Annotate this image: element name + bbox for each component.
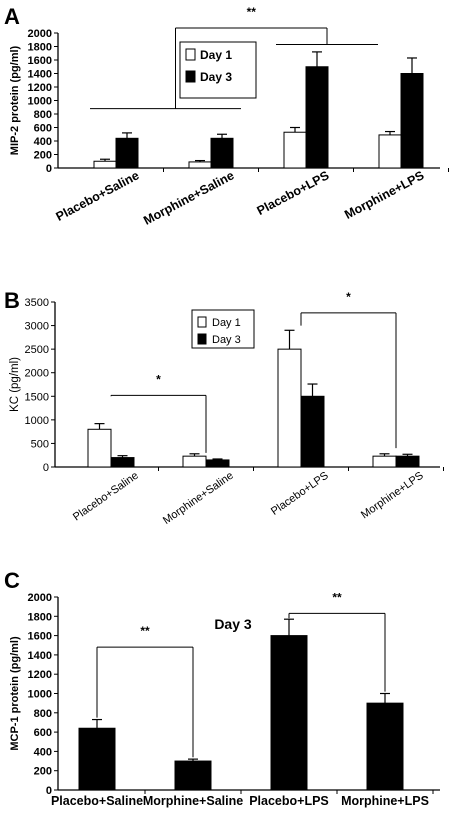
bar-day-3 xyxy=(400,73,424,169)
chart-title: Day 3 xyxy=(214,616,252,632)
bar-day-1 xyxy=(283,131,307,169)
category-label: Placebo+LPS xyxy=(249,794,329,808)
bar-day-3 xyxy=(395,455,420,468)
y-tick-label: 800 xyxy=(34,109,52,121)
bar-day-3 xyxy=(115,137,139,169)
category-label: Morphine+LPS xyxy=(341,794,429,808)
category-label: Placebo+Saline xyxy=(54,168,142,224)
significance-label: ** xyxy=(332,590,342,604)
bar-day-1 xyxy=(182,455,207,468)
category-label: Morphine+Saline xyxy=(161,470,236,527)
bar-day-1 xyxy=(188,161,212,169)
y-tick-label: 2500 xyxy=(25,344,49,356)
legend-swatch xyxy=(197,333,207,345)
y-tick-label: 0 xyxy=(43,462,49,474)
legend-label: Day 1 xyxy=(212,317,241,329)
significance-label: ** xyxy=(140,624,150,638)
y-tick-label: 2000 xyxy=(28,592,52,604)
bar-day-3 xyxy=(305,66,329,169)
category-label: Morphine+Saline xyxy=(141,168,236,228)
category-label: Morphine+LPS xyxy=(359,470,426,522)
y-tick-label: 200 xyxy=(34,150,52,162)
bar-day-1 xyxy=(93,160,117,169)
bar-day-3 xyxy=(205,459,230,468)
bar-day-3 xyxy=(110,457,135,468)
y-tick-label: 1800 xyxy=(28,611,52,623)
bar-day-1 xyxy=(378,134,402,169)
y-tick-label: 800 xyxy=(34,708,52,720)
bar-day-1 xyxy=(87,428,112,468)
panel-letter: B xyxy=(4,288,20,313)
y-tick-label: 0 xyxy=(46,785,52,797)
y-tick-label: 3000 xyxy=(25,321,49,333)
y-tick-label: 1000 xyxy=(25,415,49,427)
legend-swatch xyxy=(197,316,207,328)
category-label: Morphine+Saline xyxy=(143,794,243,808)
category-label: Morphine+LPS xyxy=(342,168,426,222)
category-label: Placebo+Saline xyxy=(51,794,143,808)
bar-day-3 xyxy=(270,635,308,791)
y-tick-label: 400 xyxy=(34,746,52,758)
significance-label: * xyxy=(346,290,351,304)
bar-day-3 xyxy=(78,727,116,791)
y-tick-label: 1000 xyxy=(28,689,52,701)
legend-label: Day 3 xyxy=(212,334,241,346)
bar-day-3 xyxy=(210,137,234,169)
y-tick-label: 0 xyxy=(46,163,52,175)
legend-label: Day 1 xyxy=(200,48,232,62)
y-tick-label: 1000 xyxy=(28,96,52,108)
legend-label: Day 3 xyxy=(200,70,232,84)
category-label: Placebo+LPS xyxy=(255,168,332,218)
y-axis-label: MCP-1 protein (pg/ml) xyxy=(9,636,21,751)
y-tick-label: 1200 xyxy=(28,82,52,94)
y-tick-label: 1500 xyxy=(25,391,49,403)
y-tick-label: 3500 xyxy=(25,297,49,309)
y-tick-label: 200 xyxy=(34,766,52,778)
legend-swatch xyxy=(185,48,196,61)
panel-letter: C xyxy=(4,568,20,593)
bar-day-1 xyxy=(372,455,397,468)
panel-letter: A xyxy=(4,4,20,29)
y-tick-label: 1400 xyxy=(28,69,52,81)
y-tick-label: 600 xyxy=(34,727,52,739)
category-label: Placebo+Saline xyxy=(71,470,141,524)
y-tick-label: 1200 xyxy=(28,669,52,681)
bar-day-3 xyxy=(366,702,404,791)
y-tick-label: 1600 xyxy=(28,55,52,67)
y-axis-label: MIP-2 protein (pg/ml) xyxy=(9,45,21,155)
y-tick-label: 1600 xyxy=(28,631,52,643)
y-tick-label: 600 xyxy=(34,123,52,135)
bar-day-3 xyxy=(300,395,325,468)
bar-day-3 xyxy=(174,760,212,791)
bar-day-1 xyxy=(277,348,302,468)
legend-swatch xyxy=(185,70,196,83)
significance-label: * xyxy=(156,372,161,386)
y-tick-label: 1400 xyxy=(28,650,52,662)
y-tick-label: 1800 xyxy=(28,42,52,54)
category-label: Placebo+LPS xyxy=(269,470,331,518)
y-tick-label: 2000 xyxy=(28,28,52,40)
y-tick-label: 500 xyxy=(31,438,49,450)
y-tick-label: 2000 xyxy=(25,368,49,380)
y-axis-label: KC (pg/ml) xyxy=(9,357,21,412)
y-tick-label: 400 xyxy=(34,136,52,148)
panel-c: C 0 200 400 600 800 1000 1200 1400 1600 1800 2000 MC… xyxy=(4,568,440,808)
panel-b: B 0 500 1000 1500 2000 2500 3000 3500 KC (pg/ml) P… xyxy=(4,288,444,527)
significance-label: ** xyxy=(247,5,257,19)
